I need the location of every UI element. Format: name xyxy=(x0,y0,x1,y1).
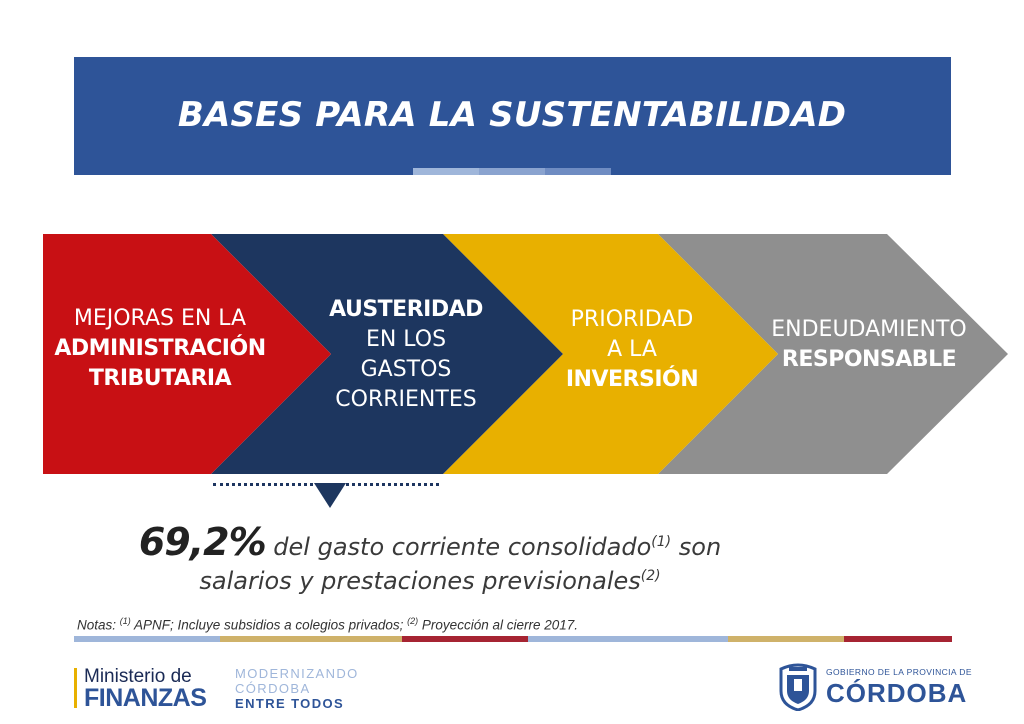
chevron-segment-3 xyxy=(443,234,778,474)
segment-4-line: ENDEUDAMIENTO xyxy=(771,317,967,342)
segment-4-label: ENDEUDAMIENTO RESPONSABLE xyxy=(755,315,983,375)
pointer-triangle xyxy=(314,483,346,508)
page-title: BASES PARA LA SUSTENTABILIDAD xyxy=(177,95,847,135)
footnote-sup: (1) xyxy=(119,616,131,626)
segment-1-line: TRIBUTARIA xyxy=(88,366,232,391)
segment-1-line: ADMINISTRACIÓN xyxy=(54,336,266,361)
province-seal-icon xyxy=(779,663,817,711)
government-logo-small: GOBIERNO DE LA PROVINCIA DE xyxy=(826,667,972,677)
highlight-text: del gasto corriente consolidado xyxy=(265,533,652,561)
banner-accent-3 xyxy=(545,168,611,175)
footer-strip-4 xyxy=(528,636,728,642)
title-banner xyxy=(74,57,951,175)
segment-4-line: RESPONSABLE xyxy=(781,347,957,372)
chevron-segment-2 xyxy=(211,234,563,474)
highlight-text: salarios y prestaciones previsionales xyxy=(199,567,641,595)
chevron-segment-4 xyxy=(658,234,1008,474)
segment-2-line: EN LOS xyxy=(365,327,447,352)
segment-1-line: MEJORAS EN LA xyxy=(73,306,247,331)
highlight-sup: (2) xyxy=(640,568,661,584)
footnote-text: APNF; Incluye subsidios a colegios priva… xyxy=(130,617,408,633)
slogan-line-1: MODERNIZANDO xyxy=(235,666,359,681)
segment-3-line: INVERSIÓN xyxy=(565,367,699,392)
footer-strip-3 xyxy=(402,636,528,642)
ministry-logo-line-1: Ministerio de xyxy=(84,666,192,687)
highlight-sup: (1) xyxy=(651,534,672,550)
footnote-sup: (2) xyxy=(407,616,419,626)
footnote-text: Proyección al cierre 2017. xyxy=(418,617,579,633)
segment-2-line: GASTOS xyxy=(360,357,452,382)
segment-1-label: MEJORAS EN LA ADMINISTRACIÓN TRIBUTARIA xyxy=(48,304,272,394)
slogan-line-2: CÓRDOBA xyxy=(235,681,311,696)
footer-strip-6 xyxy=(844,636,952,642)
ministry-logo-bar xyxy=(74,668,77,708)
chevron-segment-1 xyxy=(43,234,331,474)
footer-strip-5 xyxy=(728,636,844,642)
highlight-line-2: salarios y prestaciones previsionales(2) xyxy=(90,567,770,595)
highlight-percent: 69,2% xyxy=(138,520,267,564)
segment-2-label: AUSTERIDAD EN LOS GASTOS CORRIENTES xyxy=(300,295,512,415)
banner-accent-1 xyxy=(413,168,479,175)
footer-strip-2 xyxy=(220,636,402,642)
ministry-logo-line-2: FINANZAS xyxy=(84,684,207,712)
segment-2-line: CORRIENTES xyxy=(335,387,477,412)
dotted-connector xyxy=(213,483,439,486)
government-logo-big: CÓRDOBA xyxy=(826,678,968,708)
footer-strip-1 xyxy=(74,636,220,642)
segment-3-line: A LA xyxy=(607,337,657,362)
segment-3-label: PRIORIDAD A LA INVERSIÓN xyxy=(532,305,732,395)
banner-accent-2 xyxy=(479,168,545,175)
highlight-line-1: 69,2% del gasto corriente consolidado(1)… xyxy=(90,520,770,564)
footnote-prefix: Notas: xyxy=(77,617,120,633)
highlight-text: son xyxy=(671,533,722,561)
segment-3-line: PRIORIDAD xyxy=(570,307,694,332)
segment-2-line: AUSTERIDAD xyxy=(329,297,483,322)
slogan-line-3: ENTRE TODOS xyxy=(235,696,345,711)
footnote: Notas: (1) APNF; Incluye subsidios a col… xyxy=(77,616,578,633)
